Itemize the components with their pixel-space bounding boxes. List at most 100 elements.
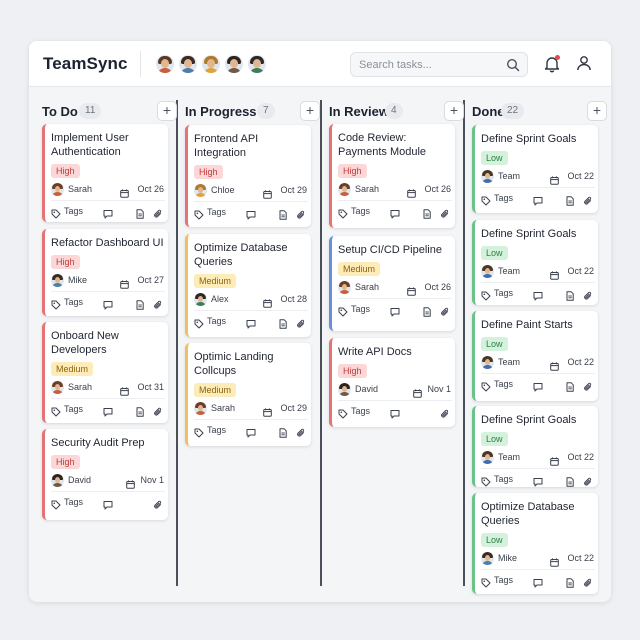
- attachment-icon[interactable]: [583, 193, 593, 205]
- document-icon[interactable]: [565, 193, 575, 206]
- team-member-avatar[interactable]: [154, 53, 176, 75]
- tag-icon[interactable]: [481, 575, 491, 588]
- attachment-icon[interactable]: [153, 297, 163, 309]
- document-icon[interactable]: [565, 379, 575, 392]
- attachment-icon[interactable]: [296, 316, 306, 328]
- tags-button[interactable]: Tags: [64, 404, 84, 414]
- task-card[interactable]: Refactor Dashboard UI High Mike Oct 27 Tags: [42, 229, 168, 316]
- tag-icon[interactable]: [51, 404, 61, 417]
- bell-icon[interactable]: [544, 55, 560, 73]
- tag-icon[interactable]: [194, 316, 204, 329]
- comment-icon[interactable]: [390, 304, 400, 317]
- attachment-icon[interactable]: [440, 206, 450, 218]
- assignee-avatar[interactable]: [51, 381, 64, 394]
- tag-icon[interactable]: [338, 304, 348, 317]
- comment-icon[interactable]: [533, 379, 543, 392]
- tag-icon[interactable]: [481, 474, 491, 487]
- document-icon[interactable]: [135, 404, 145, 417]
- comment-icon[interactable]: [533, 288, 543, 301]
- tags-button[interactable]: Tags: [64, 297, 84, 307]
- attachment-icon[interactable]: [153, 404, 163, 416]
- comment-icon[interactable]: [246, 207, 256, 220]
- assignee-avatar[interactable]: [481, 356, 494, 369]
- tags-button[interactable]: Tags: [351, 206, 371, 216]
- document-icon[interactable]: [422, 304, 432, 317]
- assignee-avatar[interactable]: [481, 265, 494, 278]
- comment-icon[interactable]: [390, 406, 400, 419]
- comment-icon[interactable]: [533, 193, 543, 206]
- assignee-avatar[interactable]: [194, 402, 207, 415]
- task-card[interactable]: Define Sprint Goals Low Team Oct 22 Tags: [472, 406, 598, 487]
- tag-icon[interactable]: [51, 497, 61, 510]
- comment-icon[interactable]: [103, 297, 113, 310]
- add-card-button[interactable]: +: [587, 101, 607, 121]
- comment-icon[interactable]: [390, 206, 400, 219]
- task-card[interactable]: Security Audit Prep High David Nov 1 Tags: [42, 429, 168, 520]
- document-icon[interactable]: [565, 474, 575, 487]
- document-icon[interactable]: [422, 206, 432, 219]
- assignee-avatar[interactable]: [481, 170, 494, 183]
- attachment-icon[interactable]: [583, 474, 593, 486]
- document-icon[interactable]: [278, 316, 288, 329]
- document-icon[interactable]: [135, 297, 145, 310]
- assignee-avatar[interactable]: [338, 183, 351, 196]
- tag-icon[interactable]: [51, 206, 61, 219]
- add-card-button[interactable]: +: [157, 101, 177, 121]
- user-icon[interactable]: [576, 55, 592, 71]
- tag-icon[interactable]: [481, 193, 491, 206]
- comment-icon[interactable]: [103, 206, 113, 219]
- tag-icon[interactable]: [194, 425, 204, 438]
- team-member-avatar[interactable]: [246, 53, 268, 75]
- task-card[interactable]: Frontend API Integration High Chloe Oct 29 T…: [185, 125, 311, 227]
- team-member-avatar[interactable]: [200, 53, 222, 75]
- task-card[interactable]: Code Review: Payments Module High Sarah Oct…: [329, 124, 455, 228]
- document-icon[interactable]: [565, 575, 575, 588]
- search-icon[interactable]: [506, 58, 520, 72]
- add-card-button[interactable]: +: [300, 101, 320, 121]
- comment-icon[interactable]: [103, 404, 113, 417]
- comment-icon[interactable]: [533, 474, 543, 487]
- comment-icon[interactable]: [246, 316, 256, 329]
- tag-icon[interactable]: [481, 288, 491, 301]
- attachment-icon[interactable]: [583, 288, 593, 300]
- tags-button[interactable]: Tags: [351, 406, 371, 416]
- tags-button[interactable]: Tags: [494, 193, 514, 203]
- task-card[interactable]: Optimize Database Queries Low Mike Oct 22 Ta…: [472, 493, 598, 594]
- assignee-avatar[interactable]: [51, 274, 64, 287]
- task-card[interactable]: Optimize Database Queries Medium Alex Oct 2…: [185, 234, 311, 337]
- task-card[interactable]: Write API Docs High David Nov 1 Tags: [329, 338, 455, 427]
- document-icon[interactable]: [278, 207, 288, 220]
- task-card[interactable]: Onboard New Developers Medium Sarah Oct 31 T…: [42, 322, 168, 423]
- task-card[interactable]: Define Paint Starts Low Team Oct 22 Tags: [472, 311, 598, 401]
- tag-icon[interactable]: [338, 206, 348, 219]
- tags-button[interactable]: Tags: [207, 425, 227, 435]
- assignee-avatar[interactable]: [194, 293, 207, 306]
- document-icon[interactable]: [135, 206, 145, 219]
- attachment-icon[interactable]: [440, 406, 450, 418]
- tags-button[interactable]: Tags: [494, 379, 514, 389]
- tags-button[interactable]: Tags: [494, 288, 514, 298]
- tag-icon[interactable]: [194, 207, 204, 220]
- comment-icon[interactable]: [533, 575, 543, 588]
- task-card[interactable]: Define Sprint Goals Low Team Oct 22 Tags: [472, 220, 598, 305]
- assignee-avatar[interactable]: [338, 383, 351, 396]
- tags-button[interactable]: Tags: [494, 575, 514, 585]
- add-card-button[interactable]: +: [444, 101, 464, 121]
- tags-button[interactable]: Tags: [207, 207, 227, 217]
- task-card[interactable]: Define Sprint Goals Low Team Oct 22 Tags: [472, 125, 598, 213]
- attachment-icon[interactable]: [296, 425, 306, 437]
- tags-button[interactable]: Tags: [64, 206, 84, 216]
- attachment-icon[interactable]: [583, 575, 593, 587]
- attachment-icon[interactable]: [583, 379, 593, 391]
- comment-icon[interactable]: [246, 425, 256, 438]
- task-card[interactable]: Optimic Landing Collcups Medium Sarah Oct 2…: [185, 343, 311, 446]
- tags-button[interactable]: Tags: [351, 304, 371, 314]
- assignee-avatar[interactable]: [481, 552, 494, 565]
- task-card[interactable]: Implement User Authentication High Sarah Oc…: [42, 124, 168, 222]
- tags-button[interactable]: Tags: [64, 497, 84, 507]
- assignee-avatar[interactable]: [51, 474, 64, 487]
- attachment-icon[interactable]: [153, 206, 163, 218]
- task-card[interactable]: Setup CI/CD Pipeline Medium Sarah Oct 26 Tag…: [329, 236, 455, 331]
- attachment-icon[interactable]: [296, 207, 306, 219]
- document-icon[interactable]: [565, 288, 575, 301]
